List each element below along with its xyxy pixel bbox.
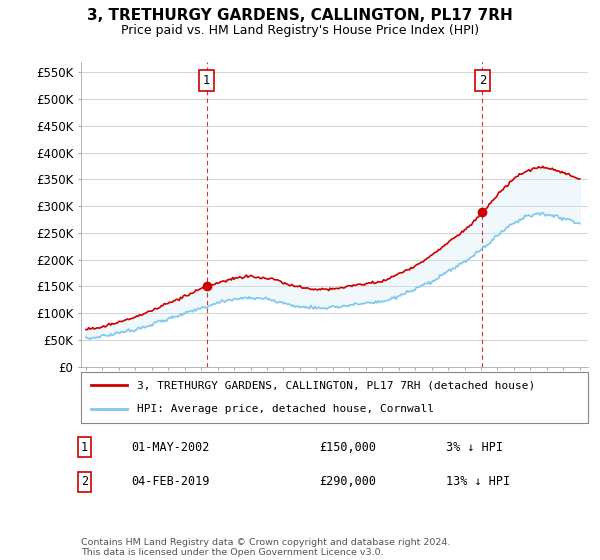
Text: Price paid vs. HM Land Registry's House Price Index (HPI): Price paid vs. HM Land Registry's House … [121,24,479,36]
Text: 3% ↓ HPI: 3% ↓ HPI [446,441,503,454]
Text: 2: 2 [479,74,486,87]
Text: 1: 1 [81,441,88,454]
Text: 3, TRETHURGY GARDENS, CALLINGTON, PL17 7RH (detached house): 3, TRETHURGY GARDENS, CALLINGTON, PL17 7… [137,380,535,390]
Text: 1: 1 [203,74,211,87]
Text: Contains HM Land Registry data © Crown copyright and database right 2024.
This d: Contains HM Land Registry data © Crown c… [81,538,451,557]
Text: 3, TRETHURGY GARDENS, CALLINGTON, PL17 7RH: 3, TRETHURGY GARDENS, CALLINGTON, PL17 7… [87,8,513,24]
Text: 01-MAY-2002: 01-MAY-2002 [132,441,210,454]
FancyBboxPatch shape [81,372,588,423]
Text: £150,000: £150,000 [319,441,376,454]
Text: 04-FEB-2019: 04-FEB-2019 [132,475,210,488]
Text: £290,000: £290,000 [319,475,376,488]
Text: 13% ↓ HPI: 13% ↓ HPI [446,475,510,488]
Text: 2: 2 [81,475,88,488]
Text: HPI: Average price, detached house, Cornwall: HPI: Average price, detached house, Corn… [137,404,434,414]
